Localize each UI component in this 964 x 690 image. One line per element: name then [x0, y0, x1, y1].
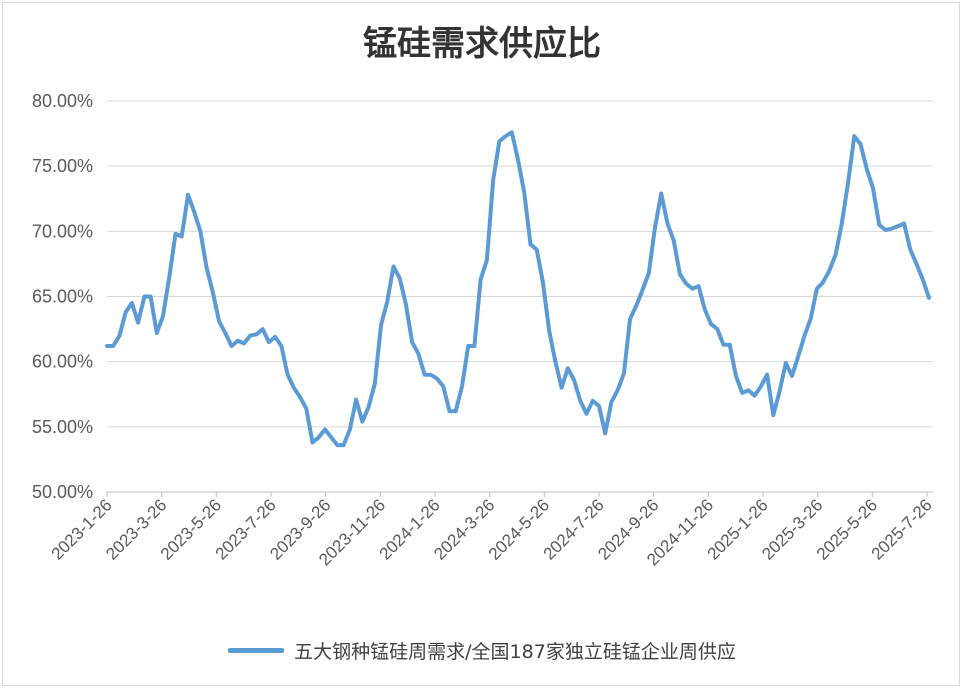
y-tick-label: 55.00%: [32, 417, 93, 437]
legend-swatch: [228, 648, 285, 653]
y-tick-label: 75.00%: [32, 156, 93, 176]
series-line: [105, 130, 931, 448]
chart-title: 锰硅需求供应比: [363, 24, 601, 64]
y-tick-label: 70.00%: [32, 221, 93, 241]
y-tick-label: 65.00%: [32, 287, 93, 307]
series-layer: [105, 130, 931, 448]
x-axis: [106, 491, 933, 497]
y-axis-ticks: 80.00% 75.00% 70.00% 65.00% 60.00% 55.00% 50.0…: [32, 91, 93, 502]
legend: 五大钢种锰硅周需求/全国187家独立硅锰企业周供应: [0, 637, 964, 664]
x-axis-ticks: 2023-1-262023-3-262023-5-262023-7-262023…: [48, 495, 936, 569]
legend-label: 五大钢种锰硅周需求/全国187家独立硅锰企业周供应: [294, 641, 736, 663]
y-tick-label: 50.00%: [32, 482, 93, 502]
y-tick-label: 80.00%: [32, 91, 93, 111]
y-tick-label: 60.00%: [32, 352, 93, 372]
